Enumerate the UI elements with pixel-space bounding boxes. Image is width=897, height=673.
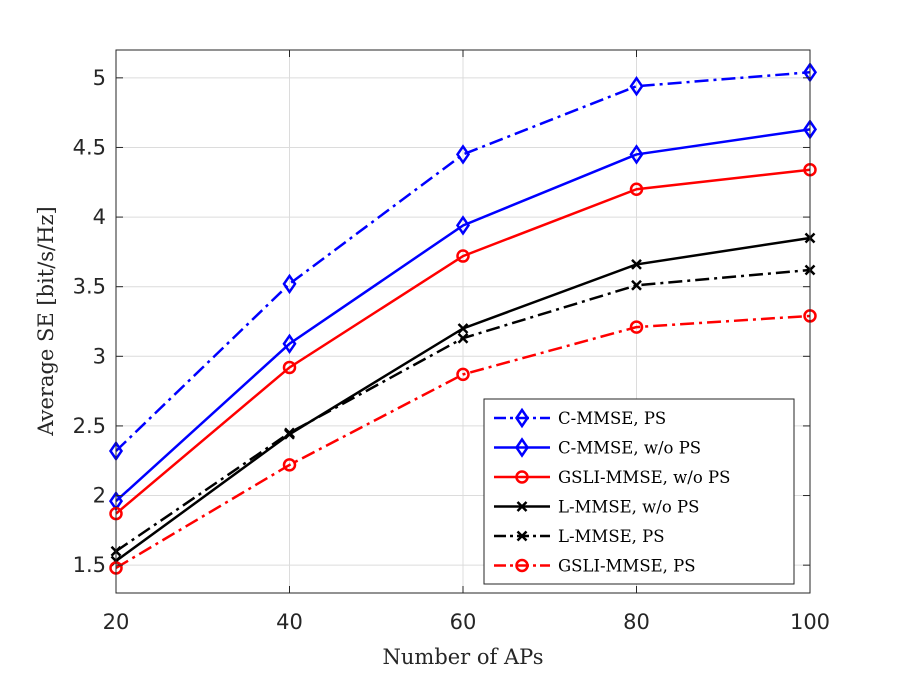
data-point bbox=[629, 320, 644, 334]
data-point bbox=[282, 458, 297, 472]
legend-label: C-MMSE, w/o PS bbox=[558, 439, 701, 458]
legend-entry: GSLI-MMSE, w/o PS bbox=[494, 468, 730, 487]
x-tick-label: 100 bbox=[790, 610, 830, 634]
y-tick-label: 3.5 bbox=[73, 275, 106, 299]
series-line bbox=[115, 314, 811, 570]
series-5 bbox=[110, 264, 816, 557]
y-tick-label: 2 bbox=[93, 484, 106, 508]
data-point bbox=[282, 273, 297, 295]
axis-ticks: 20 40 60 80 100 1.5 2 2.5 3 3.5 4 4.5 5 bbox=[73, 50, 830, 634]
y-tick-label: 1.5 bbox=[73, 553, 106, 577]
series-layer bbox=[108, 62, 818, 575]
legend: C-MMSE, PS C-MMSE, w/o PS GSLI-MMSE, w/o P… bbox=[483, 398, 795, 585]
x-axis-label: Number of APs bbox=[383, 645, 544, 669]
data-point bbox=[456, 367, 470, 382]
legend-marker bbox=[516, 501, 528, 512]
data-point bbox=[631, 259, 642, 270]
legend-marker bbox=[515, 470, 529, 484]
data-point bbox=[629, 144, 644, 165]
data-point bbox=[629, 182, 644, 196]
x-tick-label: 80 bbox=[623, 610, 650, 634]
data-point bbox=[282, 333, 297, 354]
y-tick-label: 4 bbox=[93, 205, 106, 229]
data-point bbox=[455, 144, 471, 165]
legend-label: L-MMSE, PS bbox=[558, 527, 665, 546]
legend-box bbox=[483, 398, 795, 585]
legend-marker bbox=[515, 558, 529, 573]
series-line bbox=[115, 168, 811, 515]
y-axis-label: Average SE [bit/s/Hz] bbox=[34, 206, 58, 436]
y-tick-label: 3 bbox=[93, 344, 106, 368]
legend-label: L-MMSE, w/o PS bbox=[558, 498, 699, 517]
legend-label: C-MMSE, PS bbox=[558, 409, 666, 428]
x-tick-label: 20 bbox=[103, 610, 130, 634]
legend-label: GSLI-MMSE, w/o PS bbox=[558, 468, 730, 487]
y-tick-label: 4.5 bbox=[73, 135, 106, 159]
legend-marker bbox=[514, 437, 530, 458]
legend-entry: L-MMSE, w/o PS bbox=[494, 498, 699, 517]
data-point bbox=[455, 215, 471, 236]
legend-entry: GSLI-MMSE, PS bbox=[494, 557, 696, 576]
legend-entry: C-MMSE, PS bbox=[494, 407, 666, 429]
data-point bbox=[631, 279, 642, 291]
legend-marker bbox=[516, 530, 528, 542]
y-tick-label: 5 bbox=[93, 66, 106, 90]
y-tick-label: 2.5 bbox=[73, 414, 106, 438]
legend-entry: L-MMSE, PS bbox=[494, 527, 665, 546]
legend-entry: C-MMSE, w/o PS bbox=[494, 437, 701, 458]
legend-label: GSLI-MMSE, PS bbox=[558, 557, 696, 576]
x-tick-label: 60 bbox=[450, 610, 477, 634]
data-point bbox=[629, 75, 644, 97]
legend-marker bbox=[514, 407, 530, 429]
data-point bbox=[457, 332, 469, 344]
x-tick-label: 40 bbox=[276, 610, 303, 634]
series-line bbox=[115, 128, 811, 503]
data-point bbox=[456, 249, 470, 263]
data-point bbox=[457, 323, 469, 334]
data-point bbox=[284, 427, 295, 439]
data-point bbox=[282, 360, 297, 375]
